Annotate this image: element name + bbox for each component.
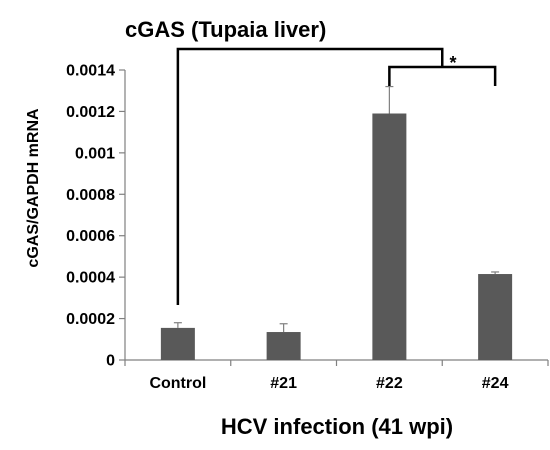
y-axis-label-group: cGAS/GAPDH mRNA xyxy=(25,108,42,268)
bar-n21 xyxy=(266,332,301,360)
x-ticks: Control #21 #22 #24 xyxy=(124,360,549,392)
bar-control xyxy=(160,327,195,360)
y-tick-label: 0.0008 xyxy=(66,187,115,204)
y-tick-label: 0 xyxy=(106,353,115,370)
y-tick-label: 0.0012 xyxy=(66,104,115,121)
bar-n24 xyxy=(478,274,513,360)
y-ticks: 0 0.0002 0.0004 0.0006 0.0008 0.001 0.0012 0.00… xyxy=(66,63,125,370)
y-tick-label: 0.0002 xyxy=(66,311,115,328)
y-tick-label: 0.0006 xyxy=(66,228,115,245)
y-tick-label: 0.0014 xyxy=(66,63,115,80)
y-tick-label: 0.001 xyxy=(75,145,115,162)
x-tick-label: Control xyxy=(149,375,206,392)
x-axis-label: HCV infection (41 wpi) xyxy=(221,414,453,439)
error-bars xyxy=(173,85,500,333)
significance-star: * xyxy=(449,53,456,73)
bracket-infected xyxy=(388,65,497,86)
chart-title: cGAS (Tupaia liver) xyxy=(125,17,326,42)
x-tick-label: #24 xyxy=(482,375,509,392)
significance-bracket: * xyxy=(176,47,497,305)
bar-n22 xyxy=(372,113,407,360)
y-tick-label: 0.0004 xyxy=(66,270,115,287)
y-axis-label: cGAS/GAPDH mRNA xyxy=(25,108,42,268)
bracket-control xyxy=(176,47,444,305)
x-tick-label: #21 xyxy=(270,375,297,392)
x-tick-label: #22 xyxy=(376,375,403,392)
bars xyxy=(160,113,513,360)
